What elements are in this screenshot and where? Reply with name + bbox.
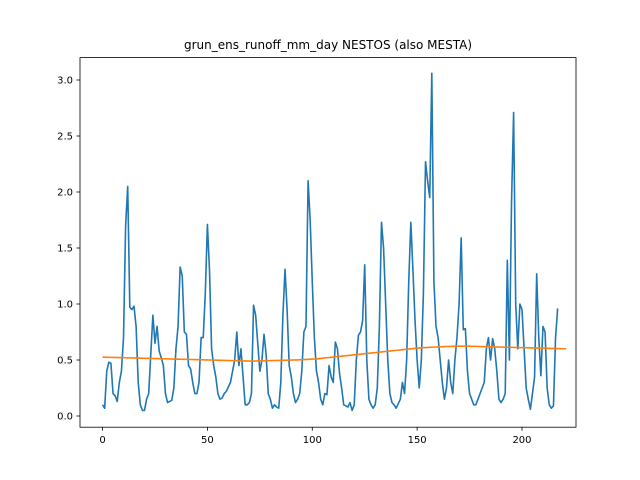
y-tick-label: 2.5 bbox=[57, 132, 73, 143]
series-line-1 bbox=[101, 72, 559, 412]
plot-frame bbox=[79, 57, 577, 428]
axes-layer: 0 50 100 150 200 0.0 0.5 1.0 1.5 2.0 2.5 3.0 bbox=[57, 76, 531, 447]
x-tick-label: 0 bbox=[99, 435, 105, 446]
x-tick-label: 100 bbox=[303, 435, 322, 446]
x-tick-label: 200 bbox=[512, 435, 531, 446]
y-tick-label: 1.5 bbox=[57, 244, 73, 255]
series-line-2 bbox=[102, 345, 567, 362]
y-tick-label: 0.5 bbox=[57, 356, 73, 367]
series-layer bbox=[101, 72, 567, 412]
x-tick-label: 150 bbox=[408, 435, 427, 446]
y-tick-label: 3.0 bbox=[57, 76, 73, 87]
x-tick-label: 50 bbox=[201, 435, 214, 446]
y-tick-label: 1.0 bbox=[57, 300, 73, 311]
y-tick-label: 2.0 bbox=[57, 188, 73, 199]
chart-title: grun_ens_runoff_mm_day NESTOS (also MEST… bbox=[184, 38, 472, 52]
y-tick-label: 0.0 bbox=[57, 412, 73, 423]
